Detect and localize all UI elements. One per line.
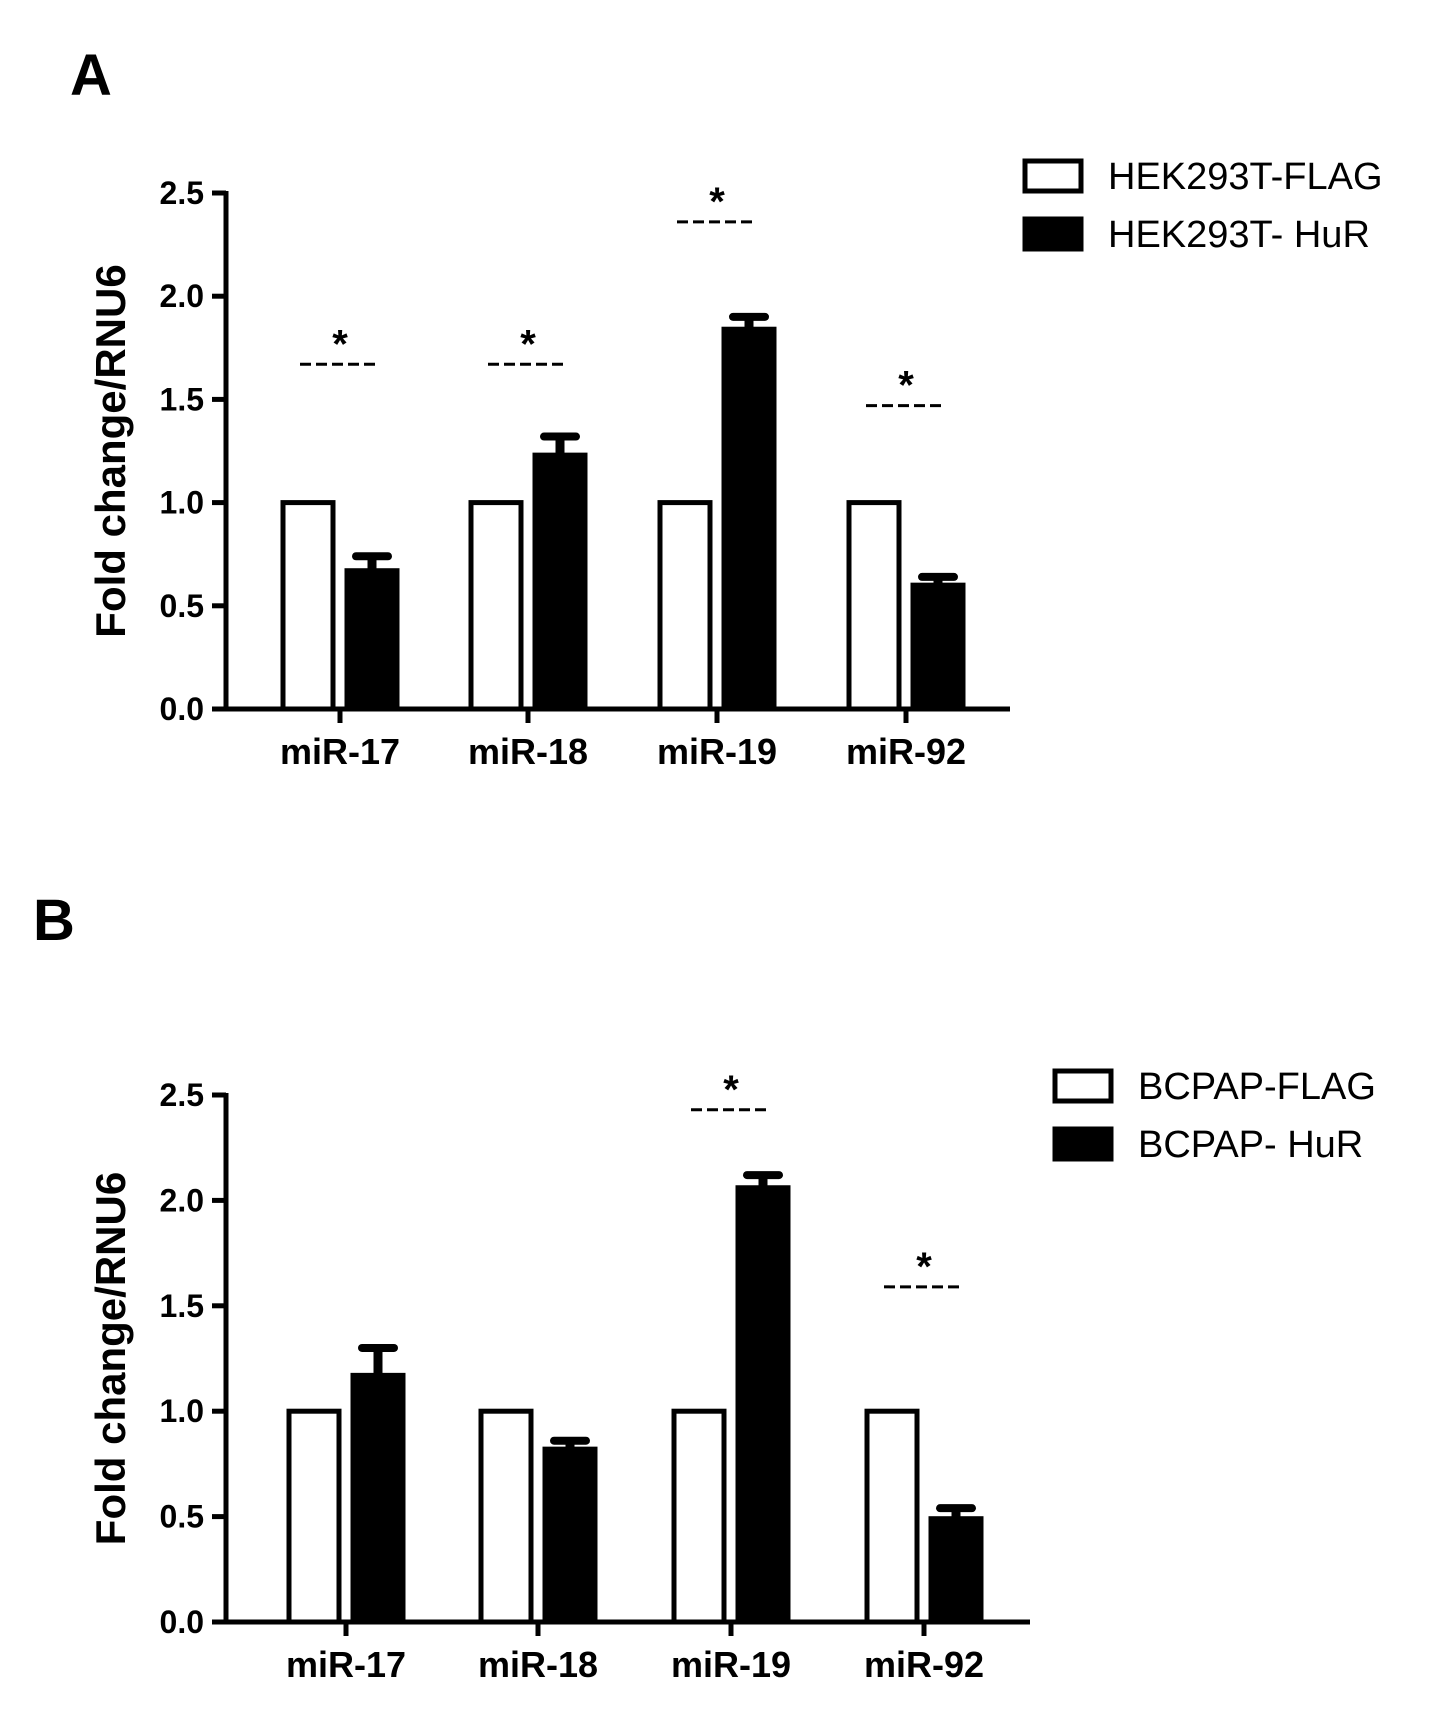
bar-control [478,1408,534,1625]
y-tick-label: 0.0 [160,1604,204,1640]
legend-swatch [1052,1126,1114,1162]
bar-control [657,500,713,712]
bar-treatment [928,1516,984,1625]
bar-treatment [344,568,400,712]
y-tick-label: 1.0 [160,1393,204,1429]
y-tick-label: 0.5 [160,588,204,624]
x-tick-label: miR-92 [864,1644,984,1685]
panel-letter: A [70,43,112,108]
x-tick-label: miR-18 [468,731,588,772]
y-tick-label: 2.5 [160,175,204,211]
significance-star: * [332,322,348,366]
chart-panel-a: A 0.0 0.5 1.0 1.5 2.0 2.5 Fold change/RNU6 miR-1… [70,43,1383,772]
bar-treatment [721,326,777,712]
legend-label: HEK293T-FLAG [1108,156,1383,198]
significance-star: * [916,1245,932,1289]
significance-star: * [709,180,725,224]
significance-star: * [723,1068,739,1112]
bar-control [846,500,902,712]
bar-control [286,1408,342,1625]
bar-control [864,1408,920,1625]
bar-treatment [735,1185,791,1625]
bar-treatment [910,582,966,712]
x-tick-label: miR-17 [280,731,400,772]
y-tick-label: 0.5 [160,1499,204,1535]
x-tick-label: miR-92 [846,731,966,772]
legend-label: BCPAP- HuR [1138,1124,1363,1166]
y-tick-label: 0.0 [160,691,204,727]
legend-swatch [1052,1068,1114,1104]
y-tick-label: 1.5 [160,1288,204,1324]
legend-label: HEK293T- HuR [1108,214,1370,256]
significance-star: * [898,364,914,408]
x-tick-label: miR-19 [657,731,777,772]
legend-label: BCPAP-FLAG [1138,1066,1376,1108]
y-axis-label: Fold change/RNU6 [87,1172,134,1545]
y-tick-label: 1.0 [160,485,204,521]
bar-treatment [542,1446,598,1625]
y-tick-label: 2.0 [160,1182,204,1218]
y-axis-label: Fold change/RNU6 [87,264,134,637]
chart-panel-b: B 0.0 0.5 1.0 1.5 2.0 2.5 Fold change/RNU6 miR-1… [33,888,1376,1685]
y-tick-label: 2.0 [160,278,204,314]
bar-control [468,500,524,712]
bar-control [280,500,336,712]
bar-control [671,1408,727,1625]
x-tick-label: miR-18 [478,1644,598,1685]
bar-treatment [350,1372,406,1625]
x-tick-label: miR-17 [286,1644,406,1685]
legend-swatch [1022,216,1084,252]
y-tick-label: 1.5 [160,381,204,417]
panel-letter: B [33,888,75,953]
y-tick-label: 2.5 [160,1077,204,1113]
significance-star: * [520,322,536,366]
bar-treatment [532,452,588,712]
x-tick-label: miR-19 [671,1644,791,1685]
legend-swatch [1022,158,1084,194]
